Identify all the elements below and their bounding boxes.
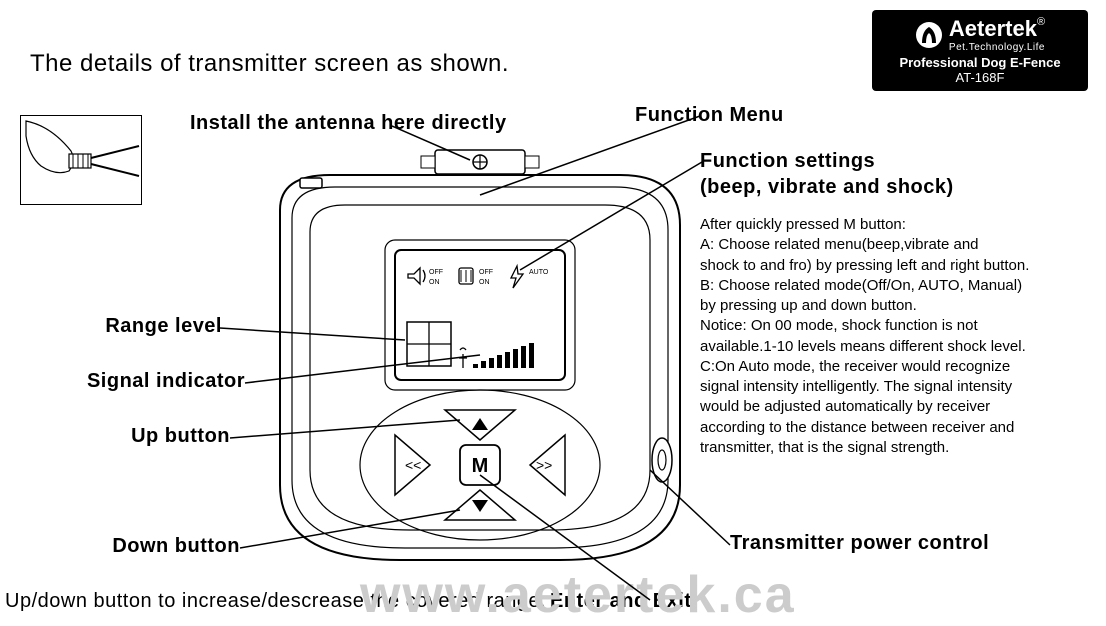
svg-text:AUTO: AUTO xyxy=(529,269,549,276)
label-function-settings-1: Function settings xyxy=(700,150,875,173)
badge-tagline: Pet.Technology.Life xyxy=(949,42,1045,53)
badge-brand: Aetertek xyxy=(949,16,1037,41)
svg-text:>>: >> xyxy=(536,457,552,473)
label-antenna: Install the antenna here directly xyxy=(190,112,507,135)
label-power-control: Transmitter power control xyxy=(730,532,989,555)
svg-text:M: M xyxy=(472,455,489,477)
instr-line: C:On Auto mode, the receiver would recog… xyxy=(700,357,1100,377)
badge-product: Professional Dog E-Fence xyxy=(880,55,1080,70)
instr-line: transmitter, that is the signal strength… xyxy=(700,438,1100,458)
page-title: The details of transmitter screen as sho… xyxy=(30,50,509,78)
badge-model: AT-168F xyxy=(880,70,1080,85)
instr-line: available.1-10 levels means different sh… xyxy=(700,337,1100,357)
instr-line: signal intensity intelligently. The sign… xyxy=(700,377,1100,397)
bottom-note: Up/down button to increase/descrease the… xyxy=(5,590,546,613)
antenna-install-thumb xyxy=(20,115,142,205)
label-function-menu: Function Menu xyxy=(635,104,784,127)
svg-text:ON: ON xyxy=(479,279,490,286)
svg-text:<<: << xyxy=(405,457,421,473)
instr-line: shock to and fro) by pressing left and r… xyxy=(700,256,1100,276)
svg-text:OFF: OFF xyxy=(429,269,443,276)
instr-line: After quickly pressed M button: xyxy=(700,215,1100,235)
brand-badge: Aetertek® Pet.Technology.Life Profession… xyxy=(872,10,1088,91)
instr-line: would be adjusted automatically by recei… xyxy=(700,397,1100,417)
instr-line: A: Choose related menu(beep,vibrate and xyxy=(700,235,1100,255)
label-down-button: Down button xyxy=(90,535,240,558)
instr-line: by pressing up and down button. xyxy=(700,296,1100,316)
instruction-block: After quickly pressed M button: A: Choos… xyxy=(700,215,1100,458)
instr-line: B: Choose related mode(Off/On, AUTO, Man… xyxy=(700,276,1100,296)
svg-text:OFF: OFF xyxy=(479,269,493,276)
label-up-button: Up button xyxy=(110,425,230,448)
svg-text:ON: ON xyxy=(429,279,440,286)
label-enter-exit: Enter and Exit xyxy=(550,590,691,613)
instr-line: according to the distance between receiv… xyxy=(700,418,1100,438)
label-signal-indicator: Signal indicator xyxy=(65,370,245,393)
label-function-settings-2: (beep, vibrate and shock) xyxy=(700,176,954,199)
label-range-level: Range level xyxy=(92,315,222,338)
badge-reg: ® xyxy=(1037,16,1045,28)
instr-line: Notice: On 00 mode, shock function is no… xyxy=(700,316,1100,336)
